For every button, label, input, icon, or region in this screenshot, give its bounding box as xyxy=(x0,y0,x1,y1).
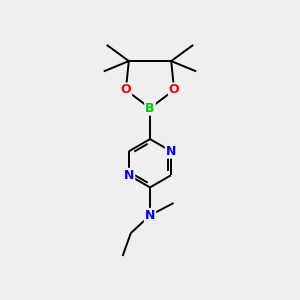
Text: N: N xyxy=(166,145,176,158)
Text: N: N xyxy=(124,169,134,182)
Text: O: O xyxy=(169,83,179,96)
Text: O: O xyxy=(121,83,131,96)
Text: N: N xyxy=(145,209,155,222)
Text: B: B xyxy=(145,102,155,115)
